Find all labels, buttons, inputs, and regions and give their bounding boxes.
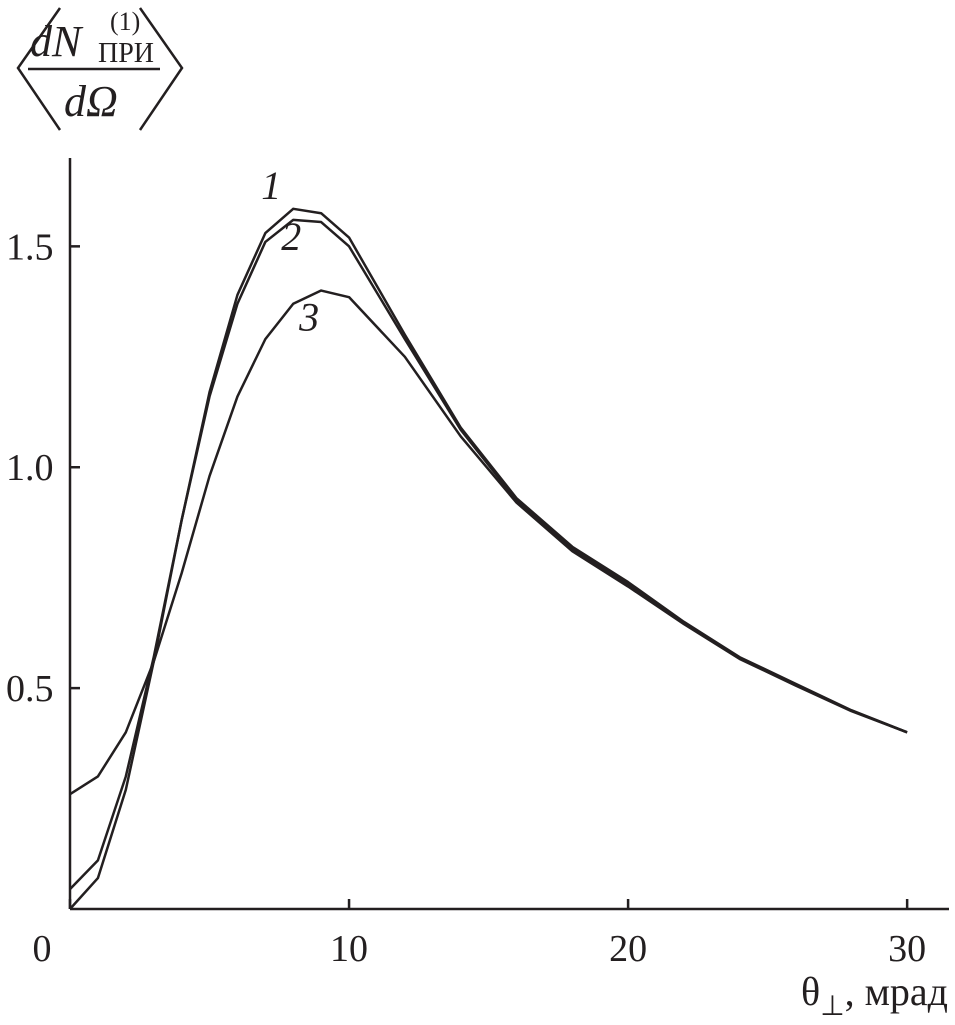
x-axis-title: θ⊥, мрад	[801, 969, 948, 1022]
y-label-denominator: dΩ	[64, 77, 118, 126]
y-axis-title: dN (1) ПРИ dΩ	[16, 7, 184, 131]
series-line	[69, 207, 908, 910]
series-line	[69, 289, 908, 796]
x-label-symbol: θ	[801, 969, 820, 1014]
series-label: 3	[298, 295, 319, 340]
y-label-superscript: (1)	[110, 7, 140, 36]
angle-bracket	[16, 7, 62, 131]
y-tick-label: 1.5	[6, 226, 54, 268]
y-tick-label: 1.0	[6, 447, 54, 489]
x-label-subscript: ⊥	[820, 991, 844, 1022]
angle-bracket	[138, 7, 184, 131]
x-label-unit: , мрад	[845, 969, 948, 1014]
x-tick-label: 0	[33, 928, 52, 970]
x-tick-label: 10	[330, 928, 368, 970]
series-line	[69, 218, 908, 890]
x-tick-label: 30	[888, 928, 926, 970]
series-label: 2	[281, 214, 301, 259]
series-label: 1	[261, 163, 281, 208]
y-label-numerator: dN	[30, 17, 84, 66]
x-tick-label: 20	[609, 928, 647, 970]
y-tick-label: 0.5	[6, 668, 54, 710]
y-label-subscript: ПРИ	[98, 38, 154, 69]
